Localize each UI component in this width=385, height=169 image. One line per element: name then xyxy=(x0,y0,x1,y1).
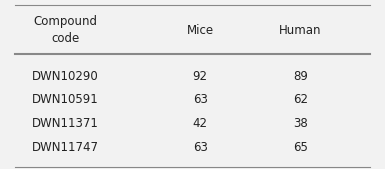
Text: 63: 63 xyxy=(193,141,208,153)
Text: Mice: Mice xyxy=(187,24,214,37)
Text: Human: Human xyxy=(279,24,321,37)
Text: DWN11747: DWN11747 xyxy=(32,141,99,153)
Text: 63: 63 xyxy=(193,93,208,106)
Text: DWN10591: DWN10591 xyxy=(32,93,99,106)
Text: Compound: Compound xyxy=(33,16,97,28)
Text: 38: 38 xyxy=(293,117,308,130)
Text: 65: 65 xyxy=(293,141,308,153)
Text: DWN11371: DWN11371 xyxy=(32,117,99,130)
Text: code: code xyxy=(51,32,80,45)
Text: DWN10290: DWN10290 xyxy=(32,70,99,82)
Text: 62: 62 xyxy=(293,93,308,106)
Text: 89: 89 xyxy=(293,70,308,82)
Text: 92: 92 xyxy=(193,70,208,82)
Text: 42: 42 xyxy=(193,117,208,130)
